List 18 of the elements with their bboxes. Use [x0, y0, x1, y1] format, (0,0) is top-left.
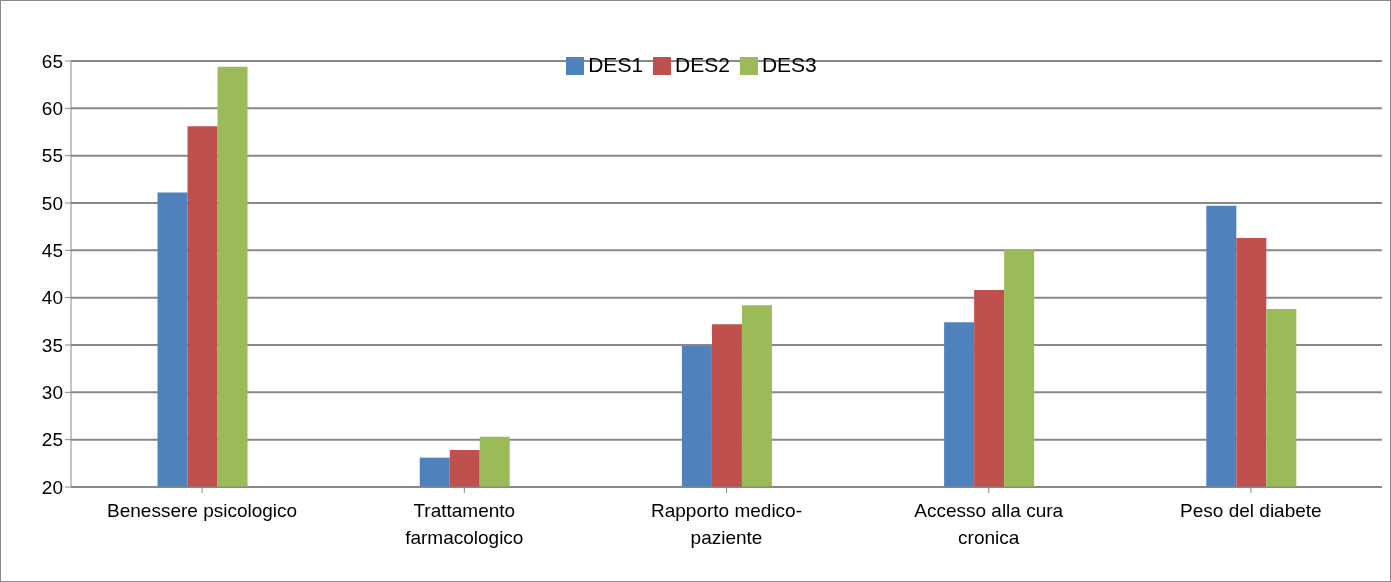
legend-label: DES2	[675, 53, 730, 76]
x-tick-label: Benessere psicologico	[107, 500, 298, 521]
legend-label: DES1	[588, 53, 644, 76]
y-tick-label: 55	[41, 145, 63, 167]
y-tick-label: 25	[41, 429, 63, 451]
x-tick-label: Accesso alla cura cronica	[914, 500, 1064, 548]
x-tick-label: Peso del diabete	[1180, 500, 1322, 521]
legend-label: DES3	[761, 53, 817, 76]
y-tick-label: 45	[41, 240, 63, 262]
y-tick-label: 35	[41, 334, 63, 356]
y-tick-label: 20	[41, 476, 63, 498]
y-tick-label: 50	[41, 192, 63, 214]
y-tick-label: 40	[41, 287, 63, 309]
y-tick-label: 65	[41, 50, 63, 72]
x-tick-label: Rapporto medico-paziente	[650, 500, 803, 548]
x-tick-label: Trattamento farmacologico	[405, 500, 524, 548]
y-tick-label: 60	[41, 98, 63, 120]
y-tick-label: 30	[41, 382, 63, 404]
